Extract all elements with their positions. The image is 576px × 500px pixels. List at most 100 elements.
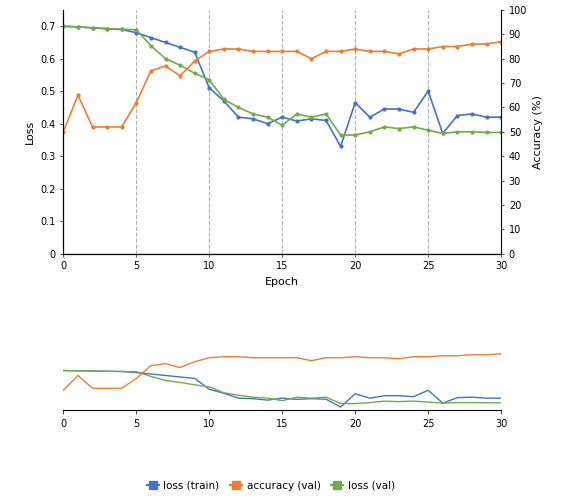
accuracy (val)	[396, 51, 403, 57]
accuracy (val)	[249, 48, 256, 54]
loss (train)	[337, 144, 344, 150]
accuracy (val)	[89, 124, 96, 130]
accuracy (val)	[410, 46, 417, 52]
accuracy (val)	[293, 48, 300, 54]
loss (train)	[279, 114, 286, 120]
accuracy (val)	[147, 68, 154, 74]
accuracy (val)	[162, 63, 169, 69]
loss (val)	[498, 130, 505, 136]
loss (train)	[323, 118, 329, 124]
loss (val)	[221, 96, 228, 102]
Line: loss (val): loss (val)	[62, 25, 502, 136]
accuracy (val)	[337, 48, 344, 54]
loss (val)	[104, 26, 111, 32]
loss (val)	[279, 122, 286, 128]
loss (val)	[74, 24, 81, 30]
Line: accuracy (val): accuracy (val)	[62, 40, 502, 133]
loss (train)	[206, 85, 213, 91]
loss (train)	[235, 114, 242, 120]
accuracy (val)	[133, 100, 140, 105]
accuracy (val)	[74, 92, 81, 98]
loss (train)	[162, 40, 169, 46]
accuracy (val)	[483, 41, 490, 47]
accuracy (val)	[381, 48, 388, 54]
accuracy (val)	[221, 46, 228, 52]
accuracy (val)	[425, 46, 431, 52]
Y-axis label: Loss: Loss	[25, 120, 35, 144]
loss (train)	[293, 118, 300, 124]
accuracy (val)	[454, 44, 461, 50]
loss (train)	[104, 26, 111, 32]
loss (val)	[381, 124, 388, 130]
loss (val)	[206, 77, 213, 83]
accuracy (val)	[439, 44, 446, 50]
loss (train)	[454, 112, 461, 118]
loss (train)	[118, 26, 125, 32]
accuracy (val)	[468, 41, 475, 47]
loss (train)	[221, 98, 228, 104]
loss (train)	[425, 88, 431, 94]
loss (train)	[249, 116, 256, 122]
loss (val)	[293, 111, 300, 117]
loss (val)	[366, 129, 373, 135]
loss (train)	[308, 116, 315, 122]
loss (val)	[439, 130, 446, 136]
loss (train)	[410, 110, 417, 116]
accuracy (val)	[177, 73, 184, 79]
loss (val)	[191, 70, 198, 76]
accuracy (val)	[264, 48, 271, 54]
loss (train)	[74, 24, 81, 30]
loss (train)	[381, 106, 388, 112]
loss (val)	[147, 42, 154, 48]
accuracy (val)	[118, 124, 125, 130]
loss (val)	[425, 127, 431, 133]
accuracy (val)	[191, 58, 198, 64]
Line: loss (train): loss (train)	[62, 25, 502, 148]
loss (train)	[191, 49, 198, 55]
accuracy (val)	[279, 48, 286, 54]
loss (train)	[498, 114, 505, 120]
loss (val)	[235, 104, 242, 110]
X-axis label: Epoch: Epoch	[265, 277, 300, 287]
loss (train)	[264, 120, 271, 126]
accuracy (val)	[104, 124, 111, 130]
loss (train)	[483, 114, 490, 120]
accuracy (val)	[206, 48, 213, 54]
loss (val)	[162, 56, 169, 62]
loss (val)	[410, 124, 417, 130]
loss (val)	[89, 25, 96, 31]
Y-axis label: Accuracy (%): Accuracy (%)	[533, 95, 543, 168]
loss (val)	[396, 126, 403, 132]
loss (train)	[133, 30, 140, 36]
accuracy (val)	[498, 38, 505, 44]
loss (train)	[352, 100, 359, 105]
loss (train)	[396, 106, 403, 112]
accuracy (val)	[60, 129, 67, 135]
loss (val)	[177, 62, 184, 68]
loss (val)	[483, 130, 490, 136]
accuracy (val)	[352, 46, 359, 52]
loss (val)	[468, 129, 475, 135]
loss (val)	[352, 132, 359, 138]
loss (val)	[454, 129, 461, 135]
loss (train)	[366, 114, 373, 120]
loss (val)	[323, 111, 329, 117]
loss (val)	[60, 23, 67, 29]
accuracy (val)	[308, 56, 315, 62]
loss (train)	[147, 34, 154, 40]
loss (val)	[308, 114, 315, 120]
loss (train)	[177, 44, 184, 51]
loss (val)	[264, 114, 271, 120]
accuracy (val)	[235, 46, 242, 52]
accuracy (val)	[366, 48, 373, 54]
loss (train)	[89, 25, 96, 31]
loss (train)	[60, 23, 67, 29]
loss (val)	[249, 111, 256, 117]
loss (val)	[133, 27, 140, 33]
loss (val)	[118, 26, 125, 32]
loss (train)	[439, 130, 446, 136]
loss (val)	[337, 132, 344, 138]
loss (train)	[468, 111, 475, 117]
Legend: loss (train), accuracy (val), loss (val): loss (train), accuracy (val), loss (val)	[143, 476, 399, 495]
accuracy (val)	[323, 48, 329, 54]
